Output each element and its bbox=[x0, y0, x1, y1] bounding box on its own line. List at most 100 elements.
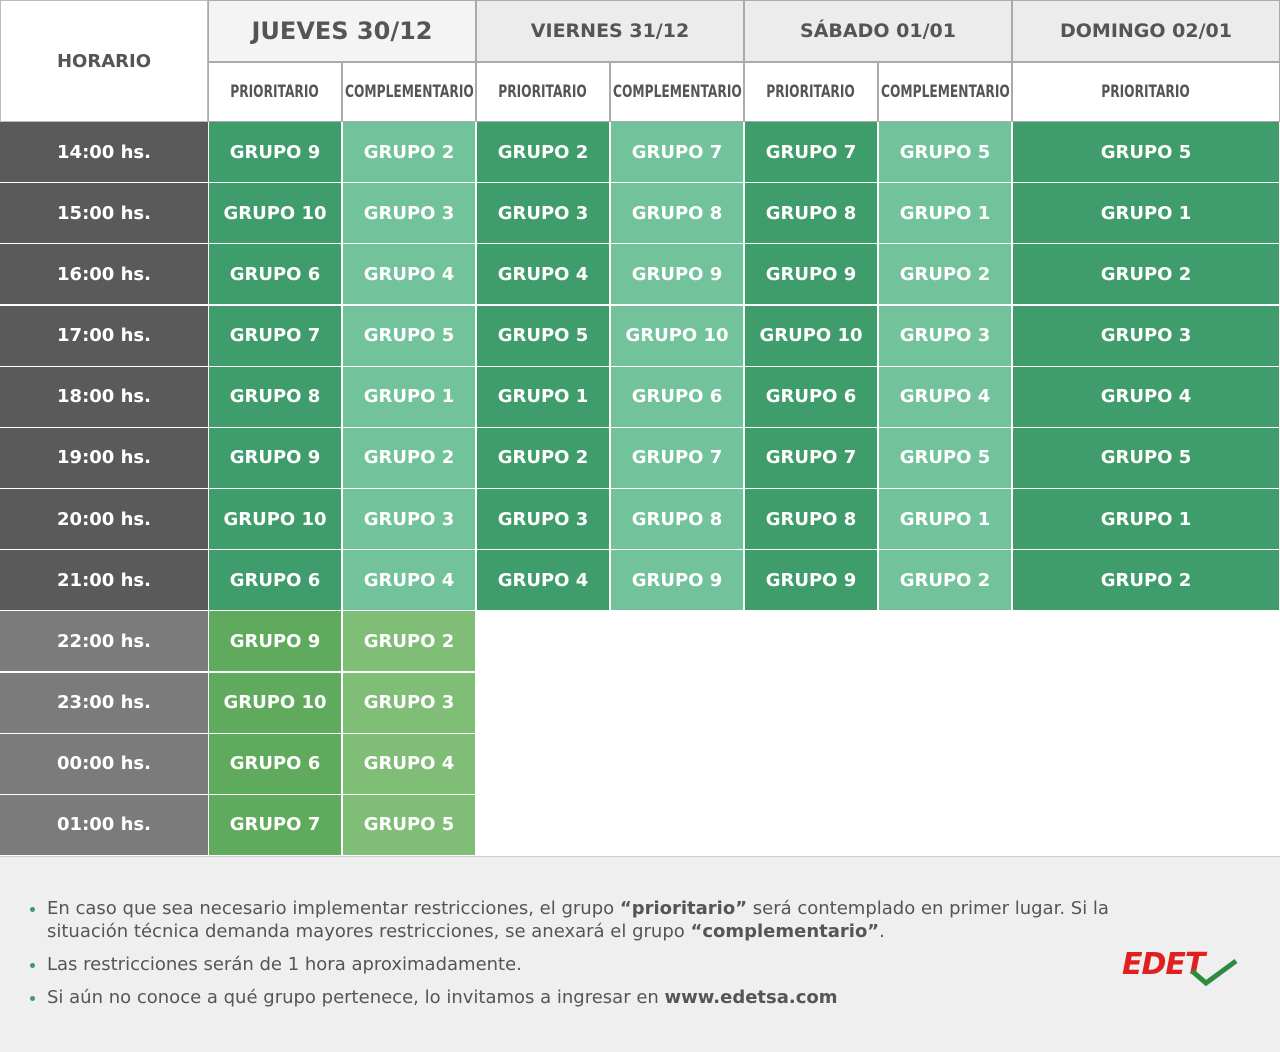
group-cell: GRUPO 2 bbox=[878, 244, 1012, 306]
corner-header-text: HORARIO bbox=[56, 50, 152, 72]
day-header: JUEVES 30/12 bbox=[208, 0, 476, 62]
group-cell-text: GRUPO 4 bbox=[1100, 386, 1192, 408]
group-cell-text: GRUPO 9 bbox=[765, 263, 857, 285]
group-cell: GRUPO 8 bbox=[610, 183, 744, 245]
group-cell-text: GRUPO 9 bbox=[229, 630, 321, 652]
note-text: En caso que sea necesario implementar re… bbox=[47, 898, 620, 919]
group-cell-text: GRUPO 7 bbox=[229, 814, 321, 836]
group-cell: GRUPO 2 bbox=[342, 122, 476, 184]
group-cell-text: GRUPO 5 bbox=[899, 141, 991, 163]
group-cell: GRUPO 5 bbox=[878, 427, 1012, 489]
group-cell: GRUPO 4 bbox=[476, 550, 610, 612]
time-cell-text: 14:00 hs. bbox=[57, 141, 151, 163]
group-cell: GRUPO 9 bbox=[610, 550, 744, 612]
group-cell: GRUPO 9 bbox=[744, 550, 878, 612]
group-cell: GRUPO 8 bbox=[208, 366, 342, 428]
group-cell-text: GRUPO 5 bbox=[497, 325, 589, 347]
group-cell-text: GRUPO 5 bbox=[1100, 141, 1192, 163]
time-cell: 21:00 hs. bbox=[0, 550, 208, 612]
column-header: PRIORITARIO bbox=[476, 62, 610, 122]
group-cell-text: GRUPO 4 bbox=[497, 569, 589, 591]
time-cell: 19:00 hs. bbox=[0, 427, 208, 489]
group-cell-text: GRUPO 5 bbox=[899, 447, 991, 469]
group-cell-text: GRUPO 1 bbox=[899, 508, 991, 530]
time-cell-text: 22:00 hs. bbox=[57, 630, 151, 652]
column-header-text: COMPLEMENTARIO bbox=[612, 82, 742, 102]
group-cell: GRUPO 1 bbox=[878, 489, 1012, 551]
group-cell-text: GRUPO 5 bbox=[363, 814, 455, 836]
group-cell: GRUPO 2 bbox=[476, 427, 610, 489]
group-cell-text: GRUPO 5 bbox=[363, 325, 455, 347]
group-cell: GRUPO 9 bbox=[744, 244, 878, 306]
group-cell: GRUPO 5 bbox=[878, 122, 1012, 184]
group-cell: GRUPO 10 bbox=[208, 672, 342, 734]
group-cell-text: GRUPO 4 bbox=[899, 386, 991, 408]
note-text: Si aún no conoce a qué grupo pertenece, … bbox=[47, 987, 665, 1008]
day-header-text: DOMINGO 02/01 bbox=[1060, 20, 1232, 42]
day-header: VIERNES 31/12 bbox=[476, 0, 744, 62]
group-cell: GRUPO 6 bbox=[610, 366, 744, 428]
logo-text: EDET bbox=[1122, 947, 1205, 982]
group-cell-text: GRUPO 2 bbox=[497, 447, 589, 469]
group-cell-text: GRUPO 9 bbox=[229, 447, 321, 469]
column-header-text: PRIORITARIO bbox=[1101, 82, 1191, 102]
time-cell-text: 15:00 hs. bbox=[57, 202, 151, 224]
time-cell: 14:00 hs. bbox=[0, 122, 208, 184]
group-cell-text: GRUPO 7 bbox=[631, 141, 723, 163]
group-cell-text: GRUPO 4 bbox=[497, 263, 589, 285]
column-header: PRIORITARIO bbox=[208, 62, 342, 122]
column-header: PRIORITARIO bbox=[1012, 62, 1280, 122]
group-cell: GRUPO 1 bbox=[476, 366, 610, 428]
group-cell-text: GRUPO 3 bbox=[363, 508, 455, 530]
group-cell-text: GRUPO 6 bbox=[765, 386, 857, 408]
day-header: DOMINGO 02/01 bbox=[1012, 0, 1280, 62]
group-cell: GRUPO 7 bbox=[610, 427, 744, 489]
time-cell: 15:00 hs. bbox=[0, 183, 208, 245]
note-bold: “complementario” bbox=[690, 921, 880, 942]
group-cell: GRUPO 3 bbox=[1012, 305, 1280, 367]
group-cell-text: GRUPO 3 bbox=[497, 508, 589, 530]
group-cell: GRUPO 3 bbox=[476, 489, 610, 551]
group-cell-text: GRUPO 1 bbox=[899, 202, 991, 224]
group-cell-text: GRUPO 1 bbox=[1100, 202, 1192, 224]
group-cell: GRUPO 7 bbox=[208, 794, 342, 856]
group-cell-text: GRUPO 2 bbox=[363, 447, 455, 469]
group-cell-text: GRUPO 1 bbox=[1100, 508, 1192, 530]
group-cell: GRUPO 1 bbox=[1012, 183, 1280, 245]
time-cell: 20:00 hs. bbox=[0, 489, 208, 551]
group-cell: GRUPO 2 bbox=[878, 550, 1012, 612]
group-cell: GRUPO 1 bbox=[878, 183, 1012, 245]
time-cell: 01:00 hs. bbox=[0, 794, 208, 856]
column-header: COMPLEMENTARIO bbox=[878, 62, 1012, 122]
group-cell: GRUPO 3 bbox=[476, 183, 610, 245]
time-cell: 00:00 hs. bbox=[0, 733, 208, 795]
group-cell-text: GRUPO 2 bbox=[899, 569, 991, 591]
group-cell-text: GRUPO 3 bbox=[363, 692, 455, 714]
note-link[interactable]: www.edetsa.com bbox=[664, 987, 838, 1008]
footer: En caso que sea necesario implementar re… bbox=[0, 856, 1280, 1052]
notes: En caso que sea necesario implementar re… bbox=[22, 897, 1127, 1019]
note-bold: “prioritario” bbox=[619, 898, 748, 919]
group-cell-text: GRUPO 2 bbox=[363, 141, 455, 163]
group-cell: GRUPO 9 bbox=[208, 611, 342, 673]
group-cell-text: GRUPO 3 bbox=[363, 202, 455, 224]
time-cell-text: 17:00 hs. bbox=[57, 325, 151, 347]
group-cell: GRUPO 10 bbox=[744, 305, 878, 367]
group-cell: GRUPO 2 bbox=[342, 427, 476, 489]
group-cell-text: GRUPO 2 bbox=[899, 263, 991, 285]
group-cell: GRUPO 10 bbox=[208, 183, 342, 245]
time-cell-text: 23:00 hs. bbox=[57, 692, 151, 714]
group-cell-text: GRUPO 8 bbox=[765, 508, 857, 530]
group-cell: GRUPO 10 bbox=[208, 489, 342, 551]
group-cell: GRUPO 8 bbox=[744, 489, 878, 551]
group-cell: GRUPO 9 bbox=[208, 122, 342, 184]
group-cell: GRUPO 5 bbox=[1012, 427, 1280, 489]
group-cell-text: GRUPO 3 bbox=[899, 325, 991, 347]
group-cell-text: GRUPO 7 bbox=[631, 447, 723, 469]
group-cell-text: GRUPO 9 bbox=[631, 263, 723, 285]
time-cell: 17:00 hs. bbox=[0, 305, 208, 367]
group-cell-text: GRUPO 8 bbox=[631, 508, 723, 530]
time-cell-text: 01:00 hs. bbox=[57, 814, 151, 836]
group-cell-text: GRUPO 8 bbox=[229, 386, 321, 408]
